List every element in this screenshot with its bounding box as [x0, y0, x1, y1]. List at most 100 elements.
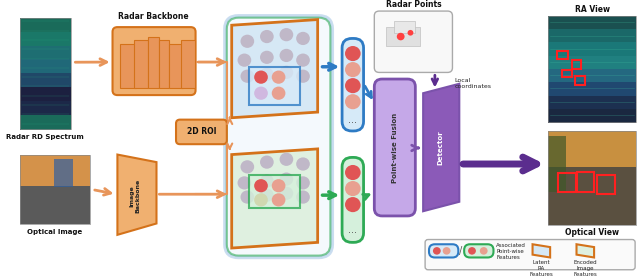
Polygon shape — [532, 244, 550, 258]
Circle shape — [443, 247, 451, 255]
Bar — [548, 56, 636, 70]
Circle shape — [260, 68, 274, 81]
Bar — [548, 136, 566, 192]
Circle shape — [260, 155, 274, 169]
FancyBboxPatch shape — [342, 157, 364, 242]
Text: Associated
Point-wise
Features: Associated Point-wise Features — [497, 243, 526, 260]
Circle shape — [296, 157, 310, 171]
Bar — [548, 69, 636, 83]
Text: Latent
RA
Features: Latent RA Features — [529, 260, 553, 277]
Bar — [20, 155, 90, 224]
Bar — [20, 32, 70, 47]
Circle shape — [254, 193, 268, 206]
Bar — [548, 83, 636, 97]
Circle shape — [272, 71, 285, 84]
Circle shape — [345, 46, 360, 61]
Text: Point-wise Fusion: Point-wise Fusion — [392, 113, 398, 183]
Circle shape — [480, 247, 488, 255]
Bar — [20, 45, 70, 60]
Circle shape — [345, 165, 360, 180]
Circle shape — [280, 172, 293, 186]
Text: Encoded
Image
Features: Encoded Image Features — [573, 260, 597, 277]
Circle shape — [260, 30, 274, 43]
FancyBboxPatch shape — [429, 244, 458, 258]
Circle shape — [241, 35, 254, 48]
Bar — [250, 175, 300, 208]
Bar — [120, 44, 136, 88]
Circle shape — [237, 176, 252, 189]
Circle shape — [272, 179, 285, 192]
Bar — [20, 186, 90, 224]
Circle shape — [254, 86, 268, 100]
Text: Radar Points: Radar Points — [385, 0, 441, 9]
Polygon shape — [232, 149, 317, 248]
Text: Detector: Detector — [438, 131, 444, 165]
Bar — [134, 40, 148, 88]
Circle shape — [468, 247, 476, 255]
Bar — [20, 18, 70, 33]
Circle shape — [296, 54, 310, 67]
FancyBboxPatch shape — [374, 11, 452, 73]
Circle shape — [296, 191, 310, 204]
Text: Radar RD Spectrum: Radar RD Spectrum — [6, 134, 84, 140]
Bar — [159, 40, 169, 88]
Circle shape — [296, 32, 310, 45]
Circle shape — [408, 30, 413, 36]
Text: Optical View: Optical View — [565, 228, 619, 237]
Bar — [148, 37, 159, 88]
Circle shape — [280, 28, 293, 41]
FancyBboxPatch shape — [425, 240, 635, 270]
Circle shape — [272, 86, 285, 100]
Bar — [20, 115, 70, 130]
FancyBboxPatch shape — [176, 120, 227, 144]
Circle shape — [280, 153, 293, 166]
Text: ...: ... — [348, 115, 357, 125]
Circle shape — [254, 179, 268, 192]
Bar — [20, 73, 70, 88]
Bar — [572, 60, 581, 69]
Bar — [20, 59, 70, 74]
Circle shape — [296, 176, 310, 189]
Circle shape — [237, 54, 252, 67]
Text: 2D ROI: 2D ROI — [187, 128, 216, 136]
Text: /: / — [459, 246, 462, 256]
FancyBboxPatch shape — [113, 27, 196, 95]
Text: Local
coordinates: Local coordinates — [454, 78, 492, 89]
Circle shape — [241, 191, 254, 204]
FancyBboxPatch shape — [225, 16, 332, 258]
Bar — [169, 44, 183, 88]
Polygon shape — [577, 244, 594, 258]
Circle shape — [254, 71, 268, 84]
Bar — [548, 131, 636, 225]
Circle shape — [345, 62, 360, 77]
Text: RA View: RA View — [575, 5, 610, 14]
Circle shape — [260, 189, 274, 202]
Circle shape — [241, 160, 254, 174]
Bar — [250, 67, 300, 105]
Text: Optical Image: Optical Image — [28, 229, 83, 235]
Bar — [20, 87, 70, 102]
Circle shape — [272, 193, 285, 206]
Circle shape — [296, 69, 310, 83]
Text: Image
Backbone: Image Backbone — [129, 179, 140, 213]
Circle shape — [280, 187, 293, 200]
Circle shape — [345, 94, 360, 109]
Circle shape — [345, 78, 360, 93]
Bar — [548, 42, 636, 57]
FancyBboxPatch shape — [374, 79, 415, 216]
Bar — [577, 172, 594, 192]
Bar — [394, 21, 415, 33]
Bar — [548, 16, 636, 30]
FancyBboxPatch shape — [464, 244, 493, 258]
Circle shape — [241, 69, 254, 83]
Circle shape — [397, 33, 404, 40]
Bar — [562, 69, 572, 77]
Bar — [54, 159, 74, 187]
Bar — [20, 155, 90, 186]
Bar — [597, 175, 614, 194]
Bar — [20, 18, 70, 129]
Polygon shape — [423, 84, 460, 211]
Bar — [548, 16, 636, 122]
Bar — [548, 167, 636, 225]
Circle shape — [260, 174, 274, 187]
